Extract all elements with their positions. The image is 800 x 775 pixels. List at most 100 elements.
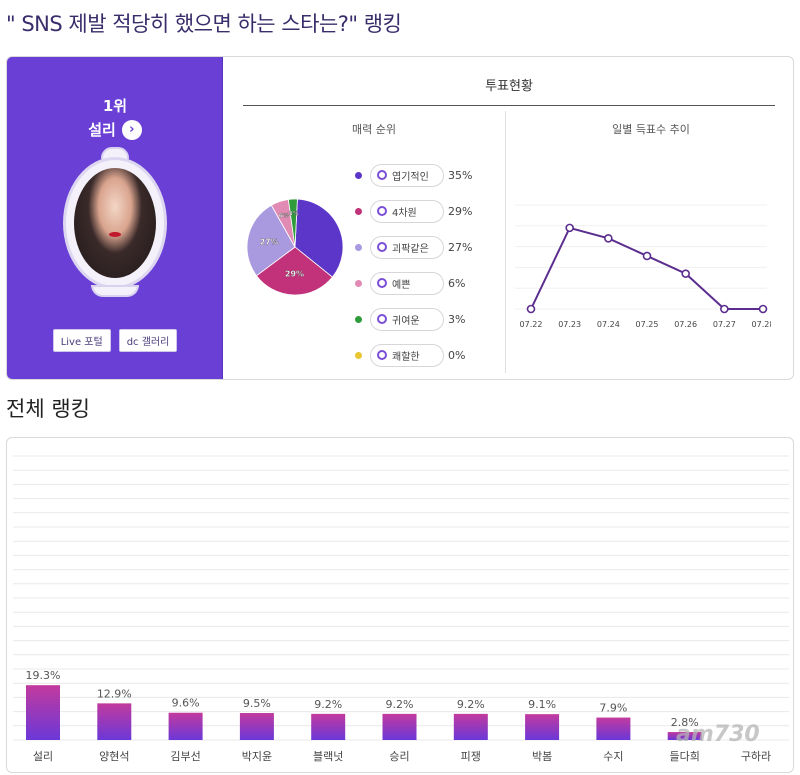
legend-item[interactable]: 쾌할한 0% [355,337,472,373]
line-chart: 07.22 07.23 07.24 07.25 07.26 07.27 07.28 [515,204,771,329]
legend-color-dot [355,315,362,323]
ranking-card: 19.3% 설리 12.9% 양현석 9.6% 김부선 9.5% 박지윤 9.2% 블랙넛 9.2%… [6,437,794,773]
line-chart-title: 일별 득표수 추이 [612,123,690,136]
line-point [758,304,768,314]
pie-slice-label-4: 3% [288,210,298,217]
bar-category-label: 구하라 [741,749,771,763]
legend-item[interactable]: 4차원 29% [355,193,472,229]
pie-slice-0 [294,198,344,278]
winner-links: Live 포털 dc 갤러리 [7,329,223,352]
legend-label: 괴팍같은 [392,243,429,255]
line-point [526,304,536,314]
legend-label: 쾌할한 [392,351,420,363]
legend-percent: 29% [448,204,473,218]
line-point [642,251,652,261]
legend-label-pill[interactable]: 귀여운 [370,307,444,331]
winner-name: 설리 [88,121,116,139]
pie-chart-title: 매력 순위 [352,123,396,136]
bar [311,713,346,740]
pie-slice-1 [255,246,333,296]
line-x-tick-label: 07.28 [752,320,771,329]
legend-label: 4차원 [392,207,417,219]
bar-category-label: 김부선 [170,750,200,763]
circle-icon [377,206,387,216]
winner-photo [74,168,156,278]
pie-legend: 엽기적인 35% 4차원 29% 괴팍같은 27% 예쁜 6% 귀여운 3% 쾌할한 0% [355,157,472,373]
bar-category-label: 박지윤 [242,750,272,763]
legend-label-pill[interactable]: 쾌할한 [370,343,444,367]
legend-label-pill[interactable]: 예쁜 [370,271,444,295]
bar-category-label: 블랙넛 [313,750,343,763]
legend-percent: 6% [448,276,466,290]
legend-percent: 27% [448,240,473,254]
bar-category-label: 설리 [33,750,53,763]
legend-color-dot [355,279,362,287]
live-portal-button[interactable]: Live 포털 [52,329,111,352]
bar-value-label: 9.2% [386,698,414,711]
bar [596,717,631,740]
legend-label-pill[interactable]: 괴팍같은 [370,235,444,259]
line-point [565,223,574,233]
legend-label: 예쁜 [392,279,411,291]
bar [525,714,560,740]
line-point [681,269,690,278]
legend-item[interactable]: 귀여운 3% [355,301,472,337]
line-x-tick-label: 07.25 [636,320,659,329]
legend-color-dot [355,243,362,251]
chevron-right-icon[interactable]: › [121,119,142,140]
pie-slice-4 [287,198,298,248]
mirror-frame [63,157,167,289]
pie-slice-label-2: 27% [260,238,279,247]
circle-icon [377,278,387,288]
winner-photo-mirror[interactable] [55,147,175,297]
legend-color-dot [355,171,362,179]
winner-rank: 1위 [102,97,128,115]
legend-label-pill[interactable]: 엽기적인 [370,163,444,187]
legend-item[interactable]: 괴팍같은 27% [355,229,472,265]
winner-panel: 1위 설리 › Live 포털 dc 갤러리 [7,57,223,379]
circle-icon [377,170,387,180]
legend-label: 엽기적인 [392,171,429,183]
legend-color-dot [355,207,362,215]
bar-value-label: 2.8% [671,716,699,729]
legend-percent: 0% [448,348,466,362]
circle-icon [377,350,387,360]
pie-slice-2 [246,204,296,277]
circle-icon [377,242,387,252]
vote-status-title: 투표현황 [485,79,533,94]
legend-label: 귀여운 [392,315,420,327]
page-title: " SNS 제발 적당히 했으면 하는 스타는?" 랭킹 [6,12,402,36]
bar-category-label: 수지 [603,750,623,763]
bar-category-label: 양현석 [99,750,129,763]
dc-gallery-button[interactable]: dc 갤러리 [118,329,178,352]
legend-item[interactable]: 예쁜 6% [355,265,472,301]
winner-name-link[interactable]: 설리 › [7,119,223,140]
vote-card: 1위 설리 › Live 포털 dc 갤러리 투표현황 매력 순위 29% 27%… [6,56,794,380]
watermark: am730 [676,722,760,747]
legend-label-pill[interactable]: 4차원 [370,199,444,223]
bar-value-label: 9.2% [457,698,485,711]
pie-chart: 29% 27% 6% 3% [246,198,344,296]
line-x-tick-label: 07.26 [674,320,697,329]
bar-category-label: 피쟁 [461,750,481,763]
line-series [530,226,763,310]
photo-detail [109,232,121,237]
ranking-bar-chart: 19.3% 설리 12.9% 양현석 9.6% 김부선 9.5% 박지윤 9.2% 블랙넛 9.2%… [13,455,789,763]
legend-percent: 3% [448,312,466,326]
bar-category-label: 승리 [389,750,409,763]
bar-category-label: 박봄 [532,750,552,763]
bar-value-label: 12.9% [97,687,132,700]
line-x-tick-label: 07.22 [520,320,543,329]
mirror-foot-ornament [91,285,139,297]
bar [168,712,203,740]
bar [97,703,132,740]
bar [382,713,417,740]
legend-color-dot [355,351,362,359]
line-x-tick-label: 07.23 [558,320,581,329]
legend-percent: 35% [448,168,473,182]
bar-value-label: 7.9% [599,702,627,715]
line-point [720,304,729,314]
legend-item[interactable]: 엽기적인 35% [355,157,472,193]
bar-value-label: 9.6% [172,697,200,710]
circle-icon [377,314,387,324]
